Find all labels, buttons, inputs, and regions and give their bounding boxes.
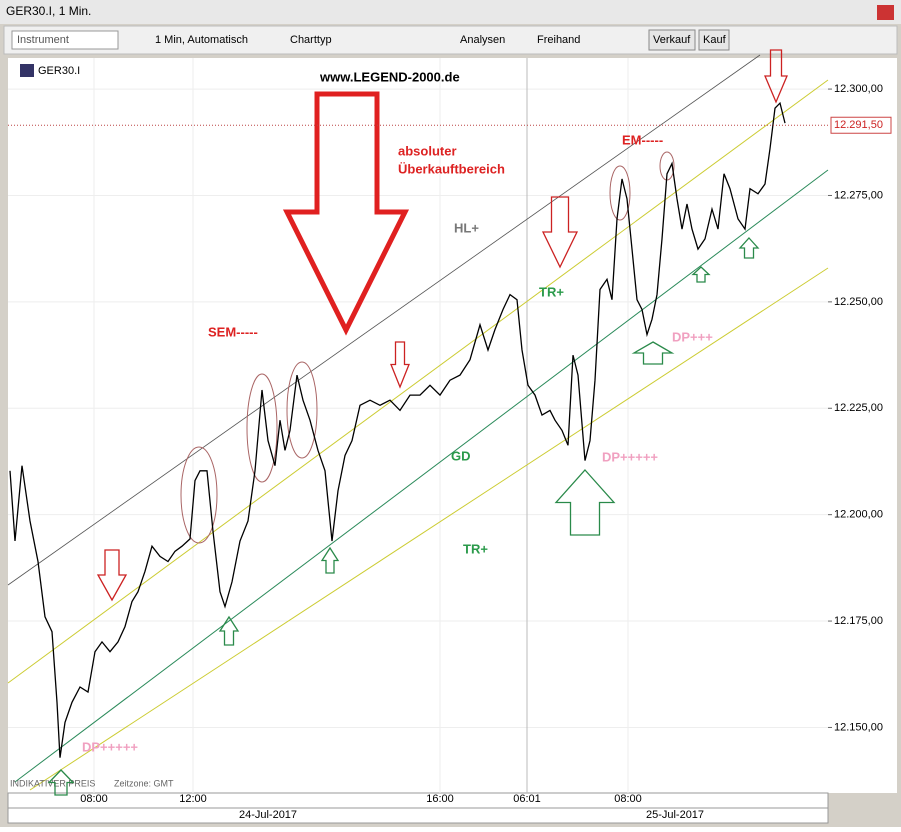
last-price-box bbox=[830, 116, 892, 134]
arrow-mark bbox=[320, 546, 340, 574]
arrow-mark bbox=[764, 49, 788, 104]
trend-line bbox=[7, 54, 761, 586]
footer-note: Zeitzone: GMT bbox=[114, 778, 174, 788]
instrument-placeholder: Instrument bbox=[17, 34, 69, 46]
circle-mark bbox=[609, 165, 631, 221]
date-label: 25-Jul-2017 bbox=[646, 809, 704, 821]
trend-line bbox=[29, 267, 829, 791]
arrow-mark bbox=[218, 615, 240, 646]
instrument-input[interactable] bbox=[11, 30, 119, 50]
annotation: SEM----- bbox=[208, 324, 258, 339]
annotation: www.LEGEND-2000.de bbox=[319, 69, 460, 84]
trend-line bbox=[14, 169, 829, 783]
sell-button[interactable] bbox=[648, 29, 696, 51]
arrow-mark bbox=[541, 196, 579, 269]
arrow-mark bbox=[390, 341, 410, 389]
big-arrow bbox=[282, 91, 410, 336]
drawings bbox=[7, 54, 829, 791]
arrow-mark bbox=[96, 549, 128, 602]
y-tick-label: 12.150,00 bbox=[834, 721, 883, 733]
arrow-mark bbox=[47, 769, 75, 796]
y-axis-area bbox=[828, 58, 897, 793]
x-tick-label: 08:00 bbox=[80, 793, 108, 805]
circle-mark bbox=[180, 446, 218, 544]
buy-button[interactable] bbox=[698, 29, 730, 51]
y-tick-label: 12.225,00 bbox=[834, 402, 883, 414]
annotation: DP+++ bbox=[672, 329, 713, 344]
annotation: absoluter bbox=[398, 143, 457, 158]
footer-note: INDIKATIVER PREIS bbox=[10, 778, 95, 788]
x-tick-label: 06:01 bbox=[513, 793, 541, 805]
annotation: EM----- bbox=[622, 132, 663, 147]
charttype-menu[interactable]: Charttyp bbox=[290, 34, 332, 46]
circle-mark bbox=[286, 361, 318, 459]
trend-line bbox=[7, 79, 829, 684]
y-tick-label: 12.300,00 bbox=[834, 83, 883, 95]
arrow-mark bbox=[691, 266, 711, 283]
annotation: TR+ bbox=[539, 284, 564, 299]
y-tick-label: 12.175,00 bbox=[834, 615, 883, 627]
annotation: HL+ bbox=[454, 220, 479, 235]
freehand-menu[interactable]: Freihand bbox=[537, 34, 580, 46]
annotation: DP+++++ bbox=[602, 449, 658, 464]
y-tick-label: 12.200,00 bbox=[834, 509, 883, 521]
circle-mark bbox=[246, 373, 278, 483]
symbol-label: GER30.I bbox=[38, 65, 80, 77]
title-bar bbox=[0, 0, 901, 24]
x-tick-label: 12:00 bbox=[179, 793, 207, 805]
date-label: 24-Jul-2017 bbox=[239, 809, 297, 821]
period-menu[interactable]: 1 Min, Automatisch bbox=[155, 34, 248, 46]
y-tick-label: 12.250,00 bbox=[834, 296, 883, 308]
window-title: GER30.I, 1 Min. bbox=[6, 4, 91, 18]
arrow-mark bbox=[738, 237, 760, 259]
price-line bbox=[9, 101, 786, 758]
x-tick-label: 08:00 bbox=[614, 793, 642, 805]
buy-label: Kauf bbox=[703, 34, 727, 46]
analyses-menu[interactable]: Analysen bbox=[460, 34, 505, 46]
close-button[interactable] bbox=[877, 5, 894, 20]
y-tick-label: 12.275,00 bbox=[834, 189, 883, 201]
annotation: Überkauftbereich bbox=[398, 161, 505, 176]
annotation: TR+ bbox=[463, 541, 488, 556]
sell-label: Verkauf bbox=[653, 34, 691, 46]
arrow-mark bbox=[554, 469, 616, 536]
annotation: DP+++++ bbox=[82, 739, 138, 754]
toolbar bbox=[3, 25, 898, 55]
annotation: GD bbox=[451, 448, 471, 463]
symbol-icon bbox=[20, 64, 34, 77]
x-tick-label: 16:00 bbox=[426, 793, 454, 805]
arrow-mark bbox=[631, 341, 675, 365]
last-price-label: 12.291,50 bbox=[834, 119, 883, 131]
